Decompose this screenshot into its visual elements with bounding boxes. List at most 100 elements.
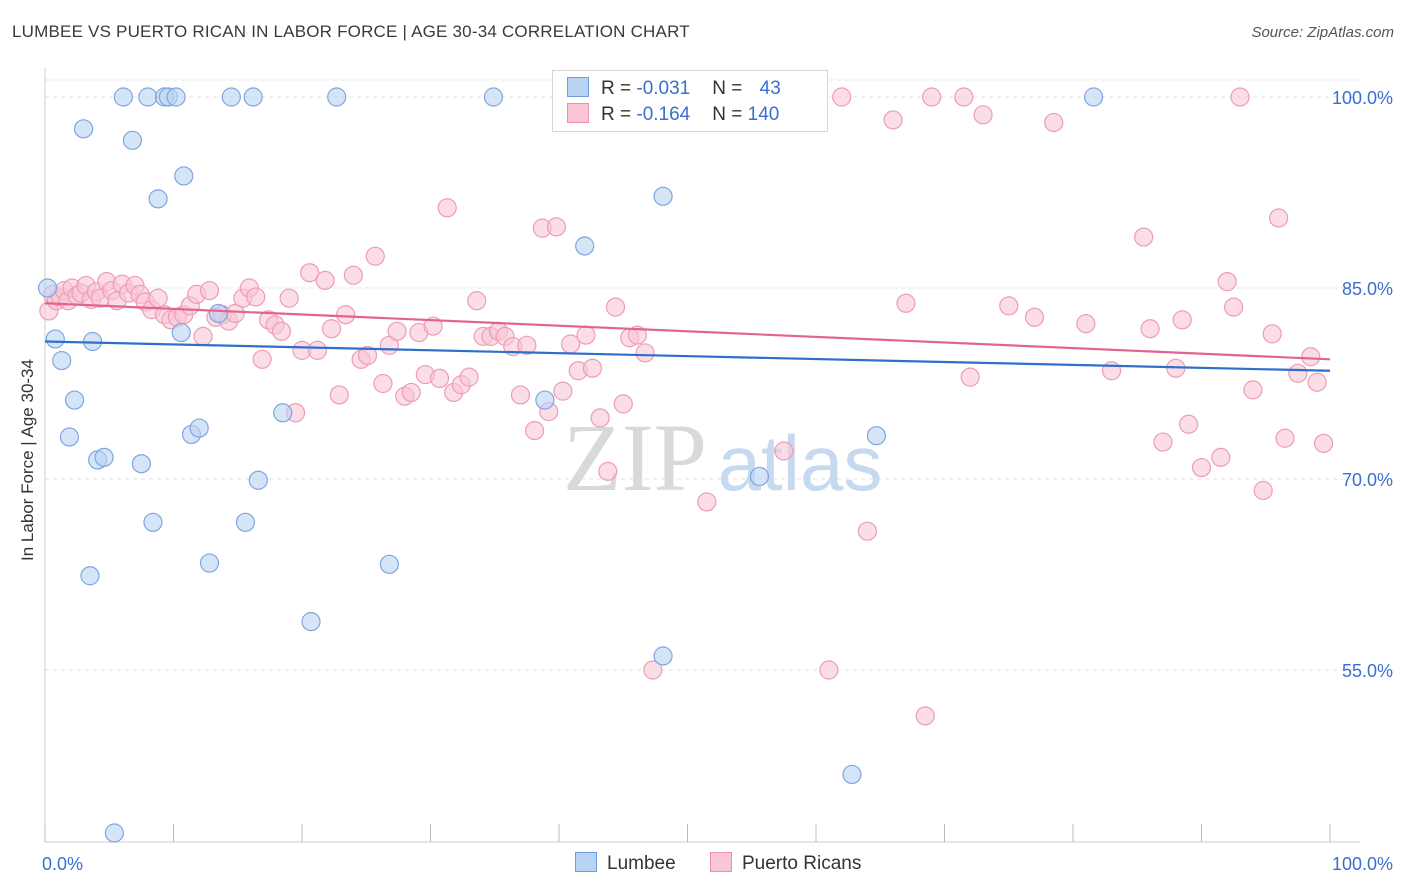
lumbee-point	[174, 166, 194, 186]
puerto-ricans-point	[1179, 414, 1199, 434]
x-tick-label-min: 0.0%	[42, 854, 83, 874]
correlation-legend: R = -0.031 N = 43 R = -0.164 N = 140	[552, 70, 828, 132]
puerto-ricans-point	[252, 349, 272, 369]
series-lumbee	[37, 87, 1104, 843]
lumbee-point	[327, 87, 347, 107]
puerto-ricans-point	[193, 326, 213, 346]
lumbee-point	[52, 350, 72, 371]
lumbee-point	[1083, 87, 1104, 107]
legend-swatch-puerto-ricans	[710, 852, 732, 872]
puerto-ricans-point	[401, 382, 421, 403]
puerto-ricans-point	[429, 368, 450, 389]
lumbee-point	[866, 426, 886, 446]
puerto-ricans-point	[857, 521, 878, 541]
puerto-ricans-point	[922, 87, 942, 107]
legend-item-puerto-ricans: Puerto Ricans	[710, 852, 861, 875]
lumbee-point	[379, 554, 399, 574]
source-label: Source: ZipAtlas.com	[1251, 24, 1394, 41]
lumbee-point	[80, 566, 100, 586]
legend-r-label: R =	[601, 78, 637, 99]
puerto-ricans-point	[1140, 319, 1160, 339]
puerto-ricans-point	[1262, 324, 1282, 344]
puerto-ricans-point	[343, 265, 363, 285]
lumbee-point	[138, 87, 158, 107]
puerto-ricans-point	[1024, 307, 1045, 327]
lumbee-point	[122, 130, 142, 150]
legend-r-value: -0.031	[636, 78, 691, 99]
puerto-ricans-point	[387, 321, 407, 341]
legend-n-label: N =	[712, 78, 748, 99]
lumbee-point	[166, 87, 186, 107]
lumbee-point	[171, 322, 191, 343]
puerto-ricans-point	[960, 367, 980, 387]
puerto-ricans-point	[510, 385, 531, 405]
puerto-ricans-point	[315, 270, 335, 290]
puerto-ricans-point	[199, 280, 220, 301]
lumbee-point	[749, 466, 770, 487]
puerto-ricans-point	[598, 461, 618, 481]
puerto-ricans-point	[437, 198, 457, 218]
lumbee-point	[64, 390, 85, 410]
lumbee-point	[148, 189, 168, 209]
puerto-ricans-point	[1101, 361, 1122, 381]
puerto-ricans-point	[1275, 428, 1295, 448]
lumbee-point	[94, 447, 114, 467]
puerto-ricans-point	[1211, 447, 1231, 467]
watermark-zip: ZIP	[563, 404, 707, 511]
puerto-ricans-point	[1217, 272, 1237, 292]
puerto-ricans-point	[627, 325, 647, 345]
puerto-ricans-point	[1301, 347, 1321, 367]
puerto-ricans-point	[999, 296, 1019, 316]
puerto-ricans-point	[279, 288, 299, 308]
puerto-ricans-point	[896, 293, 916, 313]
puerto-ricans-point	[1134, 227, 1154, 247]
legend-n-value: 140	[747, 104, 780, 125]
puerto-ricans-point	[1153, 432, 1173, 452]
lumbee-point	[208, 303, 229, 324]
puerto-ricans-point	[517, 335, 537, 355]
y-tick-label: 100.0%	[1332, 88, 1393, 108]
puerto-ricans-point	[1191, 457, 1212, 478]
puerto-ricans-point	[1224, 297, 1244, 317]
puerto-ricans-point	[1268, 208, 1289, 228]
puerto-ricans-point	[246, 287, 266, 307]
puerto-ricans-point	[774, 441, 794, 461]
legend-swatch-lumbee	[567, 77, 589, 97]
puerto-ricans-point	[524, 421, 545, 441]
puerto-ricans-point	[300, 263, 320, 283]
puerto-ricans-point	[1243, 380, 1263, 400]
trend-lines	[44, 302, 1331, 372]
legend-label-lumbee: Lumbee	[607, 853, 676, 874]
puerto-ricans-point	[373, 373, 393, 394]
lumbee-point	[221, 87, 241, 107]
puerto-ricans-point	[1044, 112, 1064, 133]
y-axis-label: In Labor Force | Age 30-34	[18, 359, 37, 561]
puerto-ricans-point	[973, 105, 993, 125]
puerto-ricans-point	[697, 492, 717, 512]
legend-n-value: 43	[759, 78, 781, 99]
puerto-ricans-point	[271, 321, 292, 341]
puerto-ricans-point	[307, 340, 328, 360]
y-tick-label: 70.0%	[1342, 470, 1393, 490]
y-tick-label: 55.0%	[1342, 661, 1393, 681]
puerto-ricans-point	[915, 706, 935, 726]
lumbee-point	[535, 390, 555, 410]
puerto-ricans-point	[467, 291, 487, 311]
puerto-ricans-point	[613, 394, 633, 414]
lumbee-point	[131, 454, 151, 474]
puerto-ricans-point	[459, 367, 479, 387]
legend-swatch-lumbee	[575, 852, 597, 872]
puerto-ricans-point	[590, 408, 610, 428]
trend-line-puerto-ricans	[44, 302, 1331, 361]
puerto-ricans-point	[819, 660, 839, 680]
puerto-ricans-point	[1253, 480, 1273, 501]
lumbee-point	[37, 278, 58, 298]
puerto-ricans-point	[357, 345, 378, 366]
lumbee-point	[59, 427, 80, 447]
lumbee-point	[243, 87, 263, 107]
puerto-ricans-point	[336, 305, 356, 325]
puerto-ricans-point	[546, 217, 567, 237]
puerto-ricans-point	[365, 246, 385, 266]
puerto-ricans-point	[1288, 363, 1308, 383]
